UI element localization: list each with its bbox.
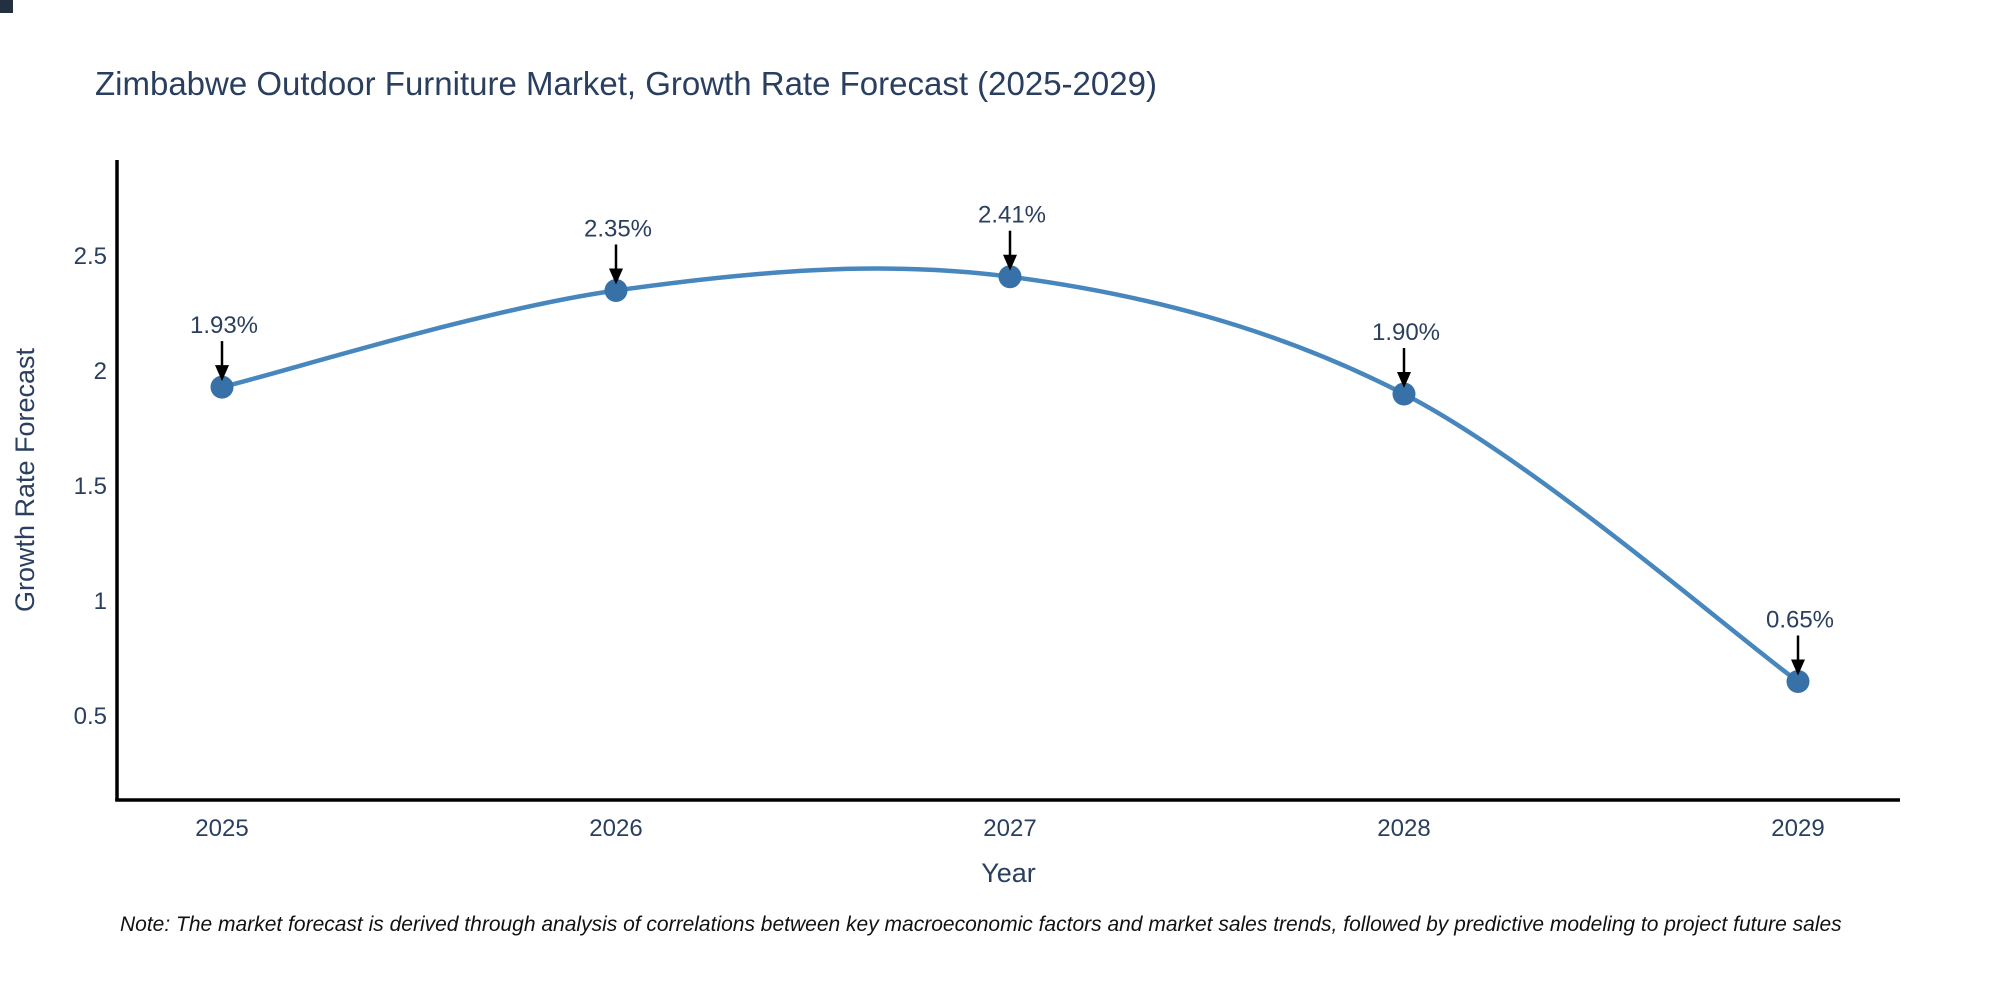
annotation-arrowhead	[1397, 372, 1411, 388]
y-axis-title: Growth Rate Forecast	[10, 347, 40, 613]
data-point-2026	[604, 279, 628, 302]
y-tick-label: 1	[94, 588, 107, 615]
y-tick-label: 1.5	[74, 473, 107, 500]
data-point-2027	[998, 265, 1022, 289]
annotation-label: 1.93%	[190, 312, 258, 339]
annotation-label: 2.35%	[584, 216, 652, 243]
data-point-2028	[1392, 382, 1416, 406]
x-tick-label: 2025	[195, 815, 248, 842]
x-tick-label: 2027	[983, 815, 1036, 842]
annotation-arrowhead	[609, 268, 623, 285]
screen-corner-artifact	[0, 0, 13, 13]
chart-title: Zimbabwe Outdoor Furniture Market, Growt…	[95, 65, 1157, 103]
forecast-line	[219, 266, 1801, 684]
annotation-label: 0.65%	[1766, 607, 1834, 634]
x-tick-label: 2029	[1771, 815, 1824, 842]
y-tick-label: 0.5	[74, 703, 107, 730]
y-tick-label: 2.5	[74, 243, 107, 270]
y-tick-label: 2	[94, 358, 107, 385]
x-tick-label: 2028	[1377, 815, 1430, 842]
footnote: Note: The market forecast is derived thr…	[120, 913, 1842, 936]
annotation-label: 2.41%	[978, 202, 1046, 229]
annotation-arrowhead	[1791, 659, 1805, 676]
x-tick-label: 2026	[589, 815, 642, 842]
annotation-arrowhead	[215, 365, 229, 382]
x-axis-title: Year	[981, 858, 1036, 888]
data-point-2029	[1786, 670, 1810, 693]
annotation-arrowhead	[1003, 254, 1017, 271]
data-point-2025	[210, 375, 234, 399]
annotation-label: 1.90%	[1372, 319, 1440, 346]
